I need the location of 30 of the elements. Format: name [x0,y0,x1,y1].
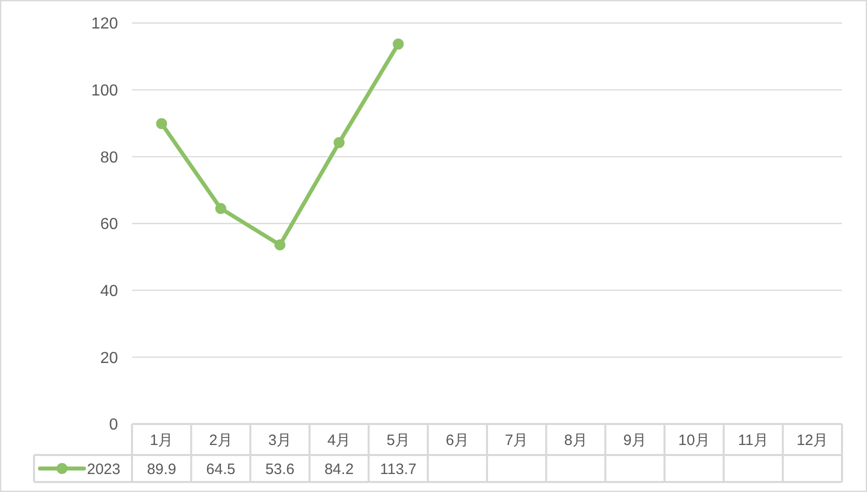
data-label: 89.9 [146,460,176,478]
point [392,38,404,50]
x-tick-label: 2月 [209,432,232,449]
data-label: 53.6 [265,460,295,478]
point [334,137,345,148]
x-tick-label: 9月 [623,432,647,449]
x-tick-label: 7月 [504,432,528,449]
y-tick-label: 60 [100,216,118,234]
x-tick-label: 4月 [327,432,351,449]
point [274,239,286,250]
x-tick-label: 3月 [268,432,292,449]
data-label: 113.7 [380,460,416,478]
x-tick-label: 8月 [564,432,588,449]
data-label: 84.2 [324,460,354,478]
x-tick-label: 1月 [150,432,174,449]
point [215,202,226,214]
point [156,118,168,130]
y-tick-label: 120 [91,16,118,33]
x-tick-label: 11月 [738,432,769,449]
legend-label: 2023 [87,460,120,478]
y-tick-label: 40 [100,282,118,300]
y-tick-label: 0 [109,416,118,434]
x-tick-label: 10月 [678,432,710,449]
x-tick-label: 5月 [386,432,410,449]
y-tick-label: 20 [100,350,118,367]
y-tick-label: 100 [91,82,118,100]
y-tick-label: 80 [100,149,118,166]
x-tick-label: 6月 [446,432,470,449]
data-label: 64.5 [206,460,236,478]
x-tick-label: 12月 [796,432,828,449]
